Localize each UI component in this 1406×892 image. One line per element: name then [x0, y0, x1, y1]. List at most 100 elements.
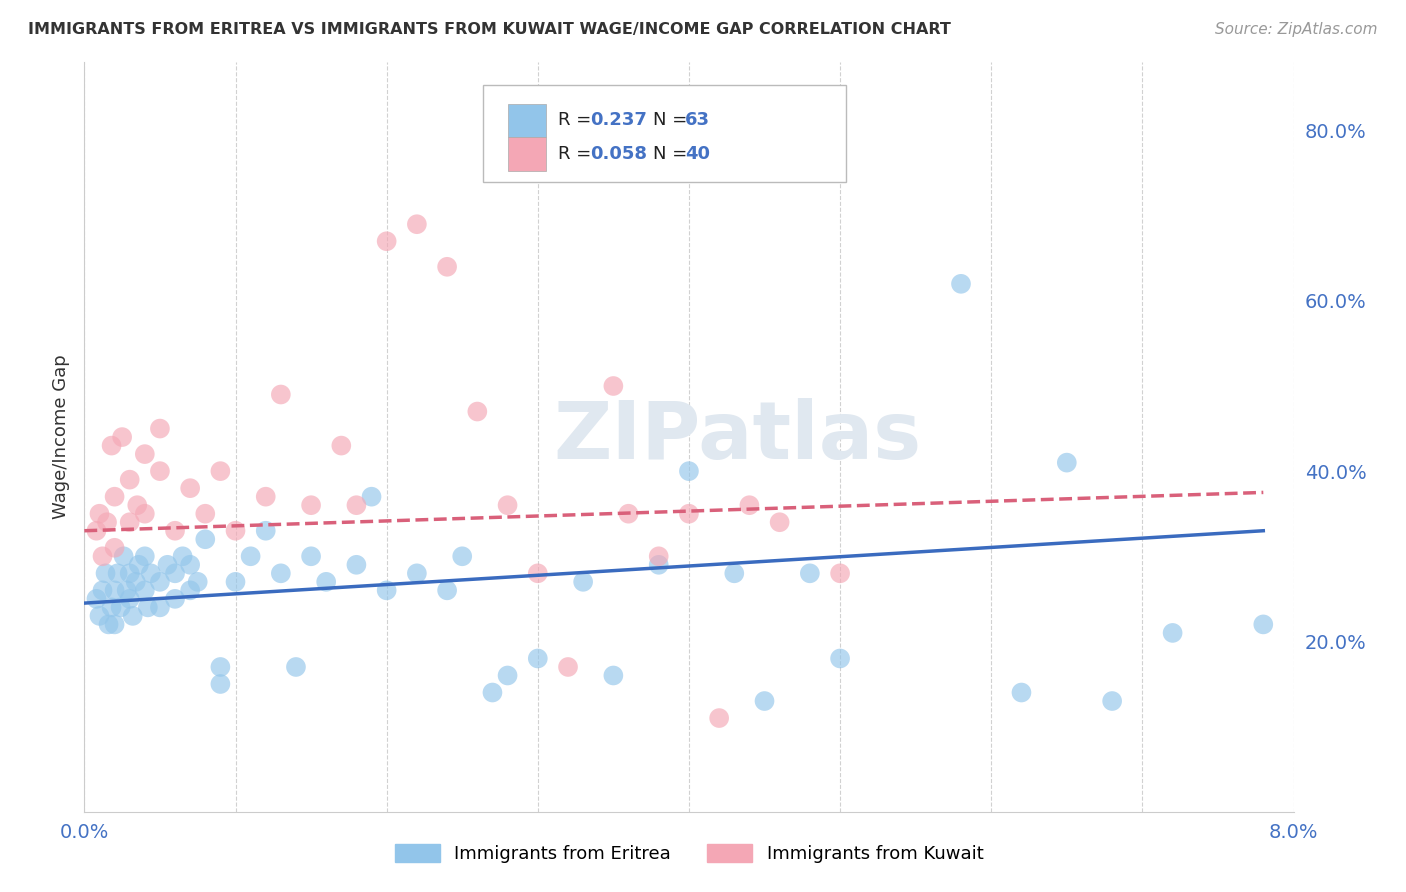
Point: [149, 421, 172, 435]
Point: [285, 660, 308, 674]
Point: [1011, 685, 1033, 699]
Text: N =: N =: [652, 112, 693, 129]
Point: [1253, 617, 1275, 632]
Point: [115, 583, 138, 598]
Point: [139, 566, 162, 581]
Point: [270, 566, 292, 581]
Point: [1161, 626, 1184, 640]
Point: [225, 574, 247, 589]
Text: 40: 40: [685, 145, 710, 163]
Point: [436, 260, 458, 274]
Point: [496, 498, 519, 512]
Point: [209, 464, 232, 478]
Point: [110, 600, 132, 615]
Point: [118, 566, 141, 581]
Point: [299, 498, 322, 512]
Point: [89, 507, 111, 521]
Text: 0.058: 0.058: [589, 145, 647, 163]
Text: 0.237: 0.237: [589, 112, 647, 129]
Point: [165, 566, 187, 581]
Point: [799, 566, 821, 581]
Text: R =: R =: [558, 112, 598, 129]
Point: [678, 507, 700, 521]
Point: [118, 515, 141, 529]
Point: [165, 524, 187, 538]
Text: ZIPatlas: ZIPatlas: [553, 398, 921, 476]
Point: [346, 558, 368, 572]
Point: [100, 439, 122, 453]
Point: [134, 583, 156, 598]
Point: [527, 566, 550, 581]
Point: [107, 566, 129, 581]
Point: [467, 404, 489, 418]
Text: 63: 63: [685, 112, 710, 129]
Point: [165, 591, 187, 606]
Text: Source: ZipAtlas.com: Source: ZipAtlas.com: [1215, 22, 1378, 37]
Point: [149, 600, 172, 615]
Point: [111, 430, 134, 444]
Point: [375, 234, 398, 248]
Point: [91, 549, 114, 564]
Point: [104, 583, 127, 598]
Point: [121, 608, 143, 623]
Point: [86, 524, 108, 538]
Point: [125, 574, 148, 589]
Point: [156, 558, 179, 572]
Point: [104, 490, 127, 504]
Point: [557, 660, 579, 674]
Point: [678, 464, 700, 478]
Point: [89, 608, 111, 623]
Point: [1101, 694, 1123, 708]
Point: [315, 574, 337, 589]
Y-axis label: Wage/Income Gap: Wage/Income Gap: [52, 355, 70, 519]
Text: IMMIGRANTS FROM ERITREA VS IMMIGRANTS FROM KUWAIT WAGE/INCOME GAP CORRELATION CH: IMMIGRANTS FROM ERITREA VS IMMIGRANTS FR…: [28, 22, 950, 37]
Point: [572, 574, 595, 589]
Point: [648, 549, 671, 564]
Point: [346, 498, 368, 512]
Point: [754, 694, 776, 708]
Point: [602, 379, 624, 393]
Point: [830, 651, 852, 665]
Point: [179, 583, 201, 598]
Text: N =: N =: [652, 145, 693, 163]
Point: [134, 549, 156, 564]
Point: [172, 549, 194, 564]
Point: [91, 583, 114, 598]
Text: R =: R =: [558, 145, 598, 163]
FancyBboxPatch shape: [484, 85, 846, 182]
Point: [134, 507, 156, 521]
Point: [97, 617, 120, 632]
Point: [481, 685, 503, 699]
Point: [602, 668, 624, 682]
Point: [1056, 456, 1078, 470]
Point: [149, 574, 172, 589]
Point: [375, 583, 398, 598]
Point: [617, 507, 640, 521]
Point: [94, 566, 117, 581]
Point: [209, 660, 232, 674]
FancyBboxPatch shape: [508, 103, 547, 137]
Legend: Immigrants from Eritrea, Immigrants from Kuwait: Immigrants from Eritrea, Immigrants from…: [387, 837, 991, 870]
Point: [709, 711, 731, 725]
Point: [527, 651, 550, 665]
Point: [451, 549, 474, 564]
Point: [436, 583, 458, 598]
Point: [104, 541, 127, 555]
Point: [118, 591, 141, 606]
Point: [360, 490, 382, 504]
Point: [134, 447, 156, 461]
Point: [330, 439, 353, 453]
Point: [136, 600, 159, 615]
Point: [100, 600, 122, 615]
Point: [254, 524, 277, 538]
Point: [118, 473, 141, 487]
Point: [127, 498, 149, 512]
Point: [648, 558, 671, 572]
FancyBboxPatch shape: [508, 137, 547, 171]
Point: [270, 387, 292, 401]
Point: [254, 490, 277, 504]
Point: [225, 524, 247, 538]
Point: [299, 549, 322, 564]
Point: [96, 515, 118, 529]
Point: [209, 677, 232, 691]
